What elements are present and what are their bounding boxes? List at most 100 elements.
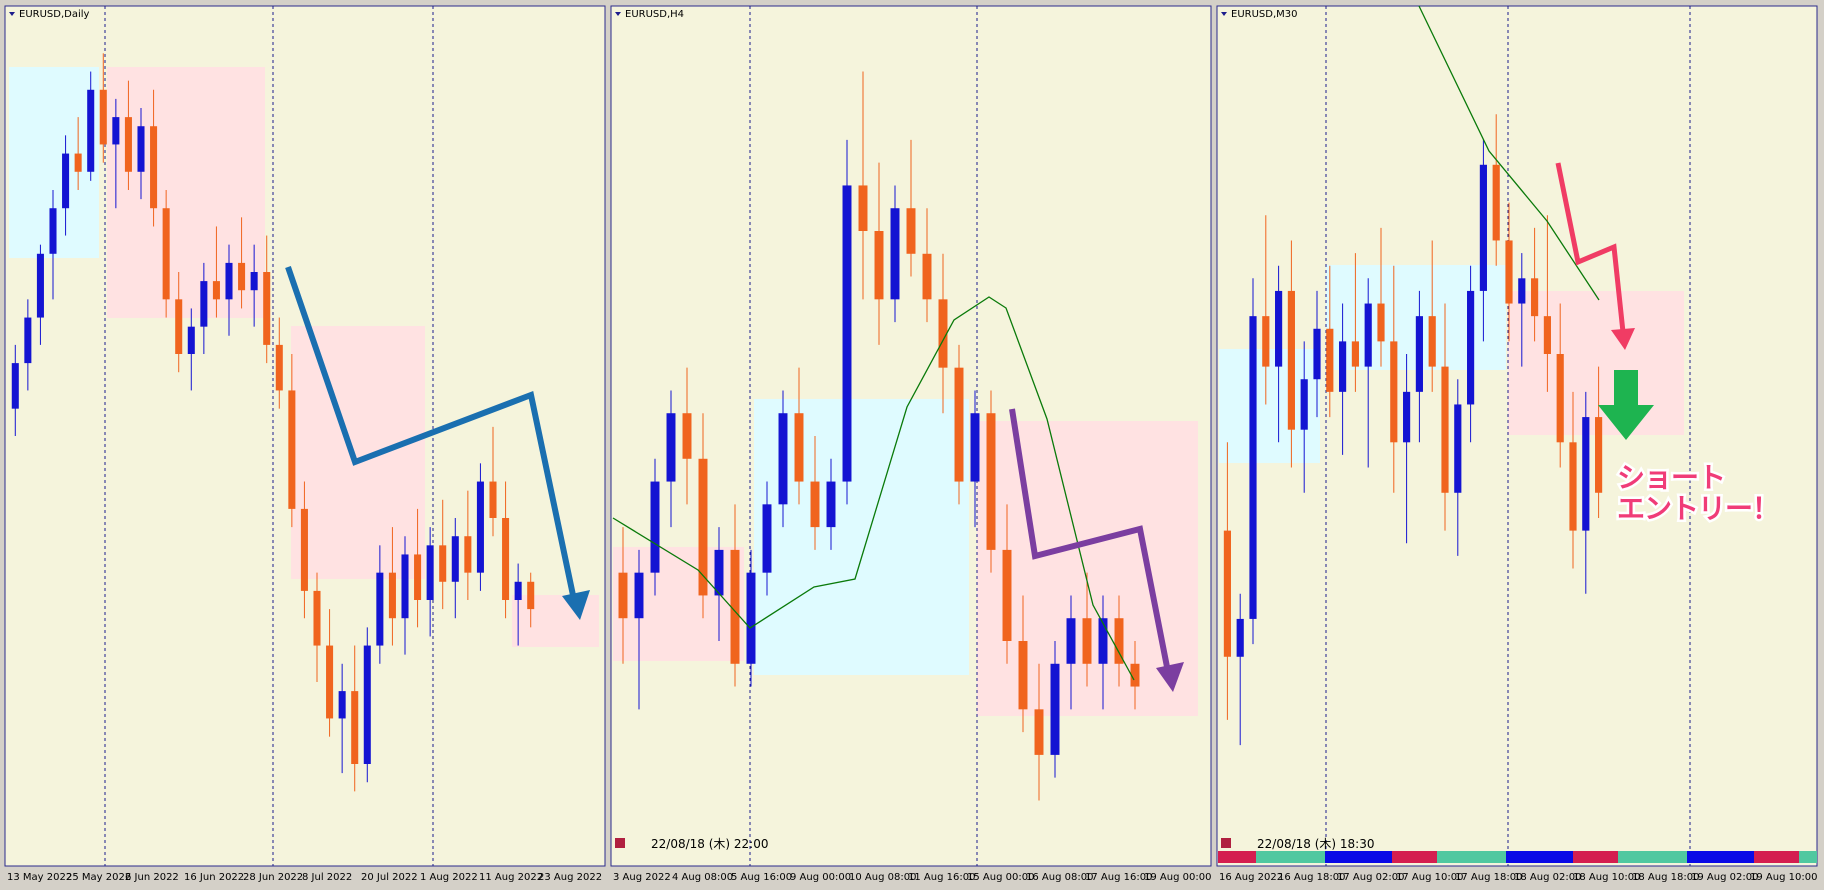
candle-body [1377,303,1385,342]
x-axis-label: 19 Aug 02:00 [1691,872,1758,883]
candle-body [1034,709,1044,755]
x-axis-label: 1 Aug 2022 [420,872,478,883]
arrow-head [1156,662,1184,692]
panel-title: EURUSD,M30 [1231,9,1297,20]
candle-body [451,536,459,582]
candle-body [1114,618,1124,664]
x-axis-label: 18 Aug 02:00 [1514,872,1581,883]
candle-body [650,481,660,573]
down-arrow [1598,370,1654,440]
candle-body [112,117,120,145]
x-axis-label: 11 Aug 2022 [479,872,543,883]
candle-body [1002,549,1012,641]
session [1687,851,1754,863]
x-axis-label: 23 Aug 2022 [538,872,602,883]
candle-body [682,413,692,459]
panel-title: EURUSD,H4 [625,9,684,20]
candle-body [1339,341,1347,392]
session [1506,851,1573,863]
candle-body [986,413,996,550]
candle-body [1415,316,1423,392]
moving-average [612,296,1135,681]
candle-body [527,581,535,610]
candle-body [376,572,384,646]
candle-body [1467,290,1475,405]
zone [613,547,744,661]
candle-body [1518,278,1526,304]
candle-body [514,581,522,600]
candle-body [351,691,359,764]
candle-body [1098,618,1108,664]
candle-body [263,272,271,345]
candle-body [212,281,220,300]
candle-body [388,572,396,619]
candle-body [1262,316,1270,367]
candle-body [74,153,82,172]
candle-body [11,363,19,409]
candle-body [1223,530,1231,657]
candle-body [810,481,820,528]
separators [104,6,1691,866]
x-axis-label: 8 Jul 2022 [302,872,352,883]
button [615,838,625,848]
session [1618,851,1687,863]
annotation-text: エントリー！ [1617,492,1779,525]
candle-body [1364,303,1372,367]
candle-body [1249,316,1257,619]
session [1437,851,1506,863]
session [1392,851,1437,863]
title-marker [9,12,15,16]
candle-body [200,281,208,327]
candle-body [124,117,132,172]
candles [11,53,1603,801]
x-axis-label: 19 Aug 00:00 [1144,872,1211,883]
candle-body [313,590,321,646]
candle-body [1351,341,1359,367]
candle-body [1454,404,1462,493]
x-axis-label: 18 Aug 18:00 [1632,872,1699,883]
candle-body [175,299,183,354]
x-axis-label: 6 Jun 2022 [125,872,179,883]
candle-body [1313,328,1321,380]
candle-body [62,153,70,209]
panel-title: EURUSD,Daily [19,9,90,20]
x-axis-label: 10 Aug 08:00 [849,872,916,883]
moving-averages [612,5,1600,681]
candle-body [842,185,852,482]
arrow-head [562,590,590,620]
candle-body [439,545,447,582]
candle-body [24,317,32,364]
x-axis-label: 16 Aug 18:00 [1278,872,1345,883]
candle-body [730,549,740,664]
x-axis-label: 17 Aug 16:00 [1085,872,1152,883]
candle-body [1492,164,1500,241]
candle-body [225,262,233,300]
candle-body [1300,379,1308,430]
zone [754,399,969,675]
candle-body [1275,290,1283,367]
candle-body [275,344,283,391]
x-axis-label: 25 May 2022 [66,872,131,883]
arrow-path [285,266,577,601]
x-axis-label: 16 Aug 2022 [1219,872,1283,883]
x-axis-label: 20 Jul 2022 [361,872,418,883]
candle-body [426,545,434,600]
candle-body [1287,290,1295,430]
candle-body [288,390,296,509]
candle-body [970,413,980,482]
session [1218,851,1256,863]
candle-body [87,89,95,172]
x-axis-label: 17 Aug 18:00 [1455,872,1522,883]
candle-body [1050,663,1060,755]
session [1573,851,1618,863]
candle-body [1556,354,1564,443]
x-axis-label: 28 Jun 2022 [243,872,303,883]
x-axis-label: 16 Jun 2022 [184,872,244,883]
moving-average [1418,5,1600,301]
candle-body [826,481,836,528]
candle-body [476,481,484,573]
candle-body [698,458,708,596]
candle-body [1082,618,1092,664]
x-axis-label: 17 Aug 10:00 [1396,872,1463,883]
candle-body [137,126,145,172]
